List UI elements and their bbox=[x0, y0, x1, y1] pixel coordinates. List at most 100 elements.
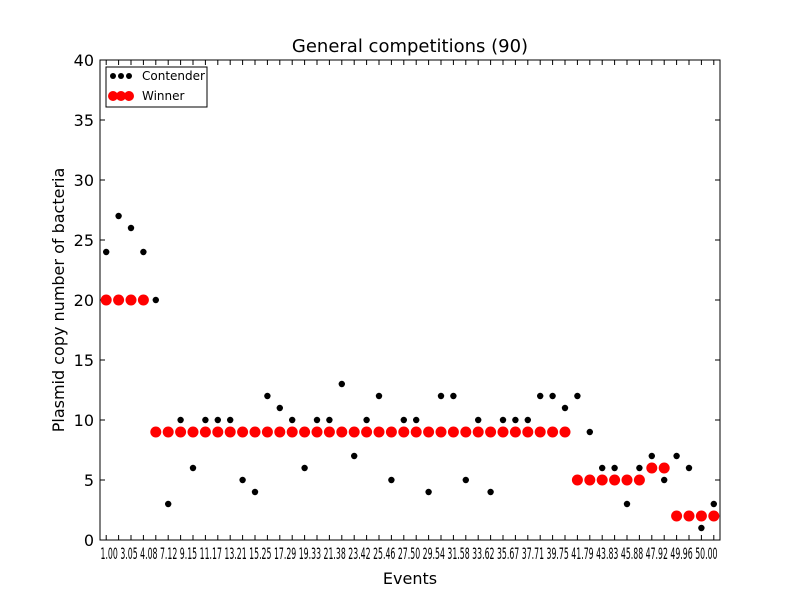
x-tick-label-row: 1.00 3.05 4.08 7.12 9.15 11.17 13.21 15.… bbox=[101, 544, 718, 563]
winner-point bbox=[162, 426, 174, 438]
contender-point bbox=[437, 392, 445, 400]
contender-point bbox=[301, 464, 308, 472]
contender-point bbox=[710, 500, 717, 508]
contender-point bbox=[375, 392, 383, 400]
contender-point bbox=[165, 500, 172, 508]
legend-contender-marker-2 bbox=[118, 73, 124, 79]
y-tick-label: 10 bbox=[74, 411, 94, 430]
winner-point bbox=[708, 510, 720, 522]
y-axis-ticks: 0 5 10 15 20 25 30 35 40 bbox=[74, 51, 720, 550]
contender-point bbox=[202, 416, 209, 424]
y-tick-label: 40 bbox=[74, 51, 94, 70]
contender-point bbox=[388, 476, 395, 484]
contender-point bbox=[599, 464, 606, 472]
winner-point bbox=[621, 474, 633, 486]
contender-point bbox=[152, 296, 159, 304]
legend-winner-marker-3 bbox=[124, 91, 134, 101]
contender-point bbox=[623, 500, 631, 508]
contender-point bbox=[462, 476, 469, 484]
winner-point bbox=[212, 426, 224, 438]
contender-point bbox=[251, 488, 259, 496]
x-axis-ticks bbox=[105, 60, 715, 540]
contender-point bbox=[673, 452, 680, 460]
legend-contender-label: Contender bbox=[142, 69, 205, 83]
y-tick-label: 20 bbox=[74, 291, 94, 310]
winner-point bbox=[609, 474, 621, 486]
winner-point bbox=[311, 426, 323, 438]
contender-point bbox=[264, 392, 271, 400]
contender-point bbox=[475, 416, 482, 424]
winner-point bbox=[683, 510, 695, 522]
winner-point bbox=[137, 294, 149, 306]
contender-point bbox=[115, 212, 122, 220]
winner-point bbox=[671, 510, 683, 522]
winner-point bbox=[348, 426, 360, 438]
contender-point bbox=[648, 452, 655, 460]
winner-point bbox=[447, 426, 459, 438]
contender-point bbox=[487, 488, 494, 496]
contender-point bbox=[537, 392, 544, 400]
contender-series bbox=[103, 212, 717, 532]
contender-point bbox=[363, 416, 370, 424]
winner-point bbox=[125, 294, 137, 306]
winner-point bbox=[249, 426, 261, 438]
winner-point bbox=[361, 426, 373, 438]
contender-point bbox=[214, 416, 221, 424]
contender-point bbox=[586, 428, 593, 436]
x-axis-label: Events bbox=[383, 569, 437, 588]
contender-point bbox=[289, 416, 296, 424]
contender-point bbox=[611, 464, 618, 472]
legend-entry-contender: Contender bbox=[110, 69, 205, 83]
contender-point bbox=[127, 224, 135, 232]
winner-point bbox=[373, 426, 385, 438]
winner-point bbox=[187, 426, 199, 438]
winner-point bbox=[695, 510, 707, 522]
winner-point bbox=[646, 462, 658, 474]
winner-point bbox=[571, 474, 583, 486]
contender-point bbox=[276, 404, 283, 412]
contender-point bbox=[499, 416, 507, 424]
contender-point bbox=[698, 524, 705, 532]
winner-point bbox=[658, 462, 670, 474]
winner-point bbox=[423, 426, 435, 438]
contender-point bbox=[351, 452, 358, 460]
contender-point bbox=[450, 392, 457, 400]
contender-point bbox=[239, 476, 246, 484]
winner-point bbox=[472, 426, 484, 438]
winner-point bbox=[261, 426, 273, 438]
winner-point bbox=[596, 474, 608, 486]
winner-point bbox=[460, 426, 472, 438]
contender-point bbox=[524, 416, 531, 424]
y-tick-label: 0 bbox=[84, 531, 94, 550]
winner-point bbox=[385, 426, 397, 438]
contender-point bbox=[413, 416, 420, 424]
plot-background bbox=[100, 60, 720, 540]
legend-winner-label: Winner bbox=[142, 89, 185, 103]
contender-point bbox=[227, 416, 234, 424]
winner-point bbox=[547, 426, 559, 438]
winner-point bbox=[633, 474, 645, 486]
winner-point bbox=[509, 426, 521, 438]
y-axis-label: Plasmid copy number of bacteria bbox=[49, 168, 68, 433]
legend-contender-marker-1 bbox=[110, 73, 116, 79]
contender-point bbox=[636, 464, 643, 472]
winner-point bbox=[100, 294, 112, 306]
winner-point bbox=[584, 474, 596, 486]
contender-point bbox=[561, 404, 569, 412]
y-tick-label: 5 bbox=[84, 471, 94, 490]
y-tick-label: 25 bbox=[74, 231, 94, 250]
contender-point bbox=[326, 416, 333, 424]
winner-series bbox=[100, 294, 720, 522]
contender-point bbox=[189, 464, 197, 472]
winner-point bbox=[113, 294, 125, 306]
contender-point bbox=[574, 392, 581, 400]
winner-point bbox=[435, 426, 447, 438]
contender-point bbox=[177, 416, 184, 424]
contender-point bbox=[549, 392, 556, 400]
winner-point bbox=[150, 426, 162, 438]
y-tick-label: 15 bbox=[74, 351, 94, 370]
contender-point bbox=[425, 488, 432, 496]
plot-area bbox=[100, 60, 720, 540]
winner-point bbox=[299, 426, 311, 438]
